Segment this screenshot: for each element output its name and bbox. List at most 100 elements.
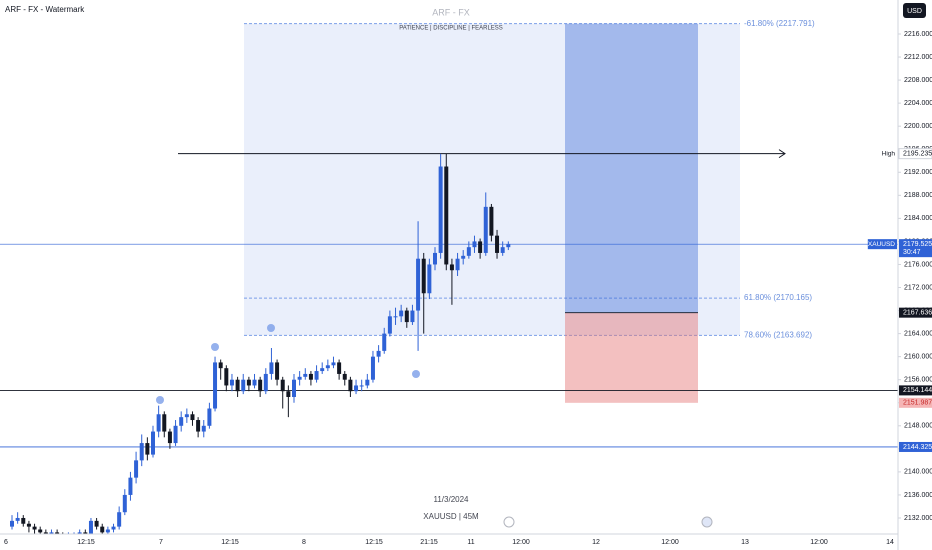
y-tick-label: 2204.000	[904, 100, 932, 107]
candle-body	[387, 316, 392, 334]
candle-body	[320, 368, 325, 372]
candle-body	[433, 252, 437, 265]
x-tick-label: 7	[159, 539, 163, 546]
candle-body	[489, 206, 494, 236]
stop-zone	[565, 312, 698, 403]
candle-body	[117, 512, 122, 527]
candle-body	[162, 414, 167, 432]
price-label: 2154.144	[903, 387, 932, 394]
event-icon[interactable]	[503, 516, 515, 528]
candle-body	[303, 373, 308, 377]
plot-area: -61.80% (2217.791) 61.80% (2170.165) 78.60…	[0, 19, 898, 534]
candle-body	[404, 310, 409, 323]
candle-body	[43, 532, 48, 534]
candle-body	[438, 166, 443, 253]
watermark: ARF - FX	[432, 7, 470, 17]
candle-body	[184, 414, 189, 418]
candle-body	[252, 379, 257, 386]
candle-body	[410, 310, 415, 323]
y-tick-label: 2208.000	[904, 77, 932, 84]
candle-body	[241, 379, 246, 392]
price-label-bg	[898, 148, 932, 160]
y-tick-label: 2164.000	[904, 330, 932, 337]
fib-label: -61.80% (2217.791)	[744, 19, 815, 28]
fib-zone	[244, 23, 740, 336]
candle-body	[190, 414, 195, 421]
candle-body	[359, 385, 364, 387]
motto: PATIENCE | DISCIPLINE | FEARLESS	[399, 26, 503, 32]
candle-body	[393, 316, 398, 318]
candle-body	[77, 532, 82, 534]
x-tick-label: 12	[592, 539, 600, 546]
candle-body	[275, 362, 280, 380]
x-tick-label: 14	[886, 539, 894, 546]
y-tick-label: 2176.000	[904, 261, 932, 268]
price-label-bg	[899, 307, 932, 318]
candle-body	[483, 206, 488, 253]
candle-body	[455, 258, 460, 271]
candle-body	[427, 264, 432, 294]
pivot-marker	[412, 370, 420, 378]
candle-body	[325, 365, 330, 369]
candle-body	[49, 532, 54, 534]
candle-body	[269, 362, 274, 374]
y-tick-label: 2188.000	[904, 192, 932, 199]
candle-body	[495, 235, 500, 253]
candle-body	[500, 247, 505, 253]
candle-body	[156, 414, 161, 432]
candle-body	[128, 477, 133, 495]
candle-body	[179, 417, 184, 426]
candle-body	[421, 258, 426, 294]
y-tick-label: 2156.000	[904, 377, 932, 384]
candle-body	[229, 379, 234, 386]
tag-bg	[867, 239, 897, 250]
candle-body	[83, 532, 88, 534]
date-label: 11/3/2024	[434, 495, 470, 504]
y-tick-label: 2140.000	[904, 469, 932, 476]
price-label-bg	[899, 441, 932, 452]
candle-body	[139, 443, 144, 461]
currency-label[interactable]: USD	[907, 8, 922, 15]
tag-bg	[876, 148, 897, 159]
candle-body	[263, 373, 268, 392]
price-label-bg	[899, 385, 932, 396]
candle-body	[145, 443, 150, 455]
y-tick-label: 2212.000	[904, 54, 932, 61]
candle-body	[461, 255, 466, 259]
candle-body	[207, 408, 212, 426]
x-tick-label: 6	[4, 539, 8, 546]
price-label: 2144.325	[903, 444, 932, 451]
countdown: 30:47	[903, 249, 921, 256]
candle-body	[342, 373, 347, 380]
price-tag: XAUUSD	[868, 241, 895, 248]
candle-body	[173, 425, 178, 444]
fib-label: 61.80% (2170.165)	[744, 293, 812, 302]
candle-body	[88, 520, 93, 534]
candle-body	[348, 379, 353, 392]
candle-body	[151, 431, 155, 455]
candle-body	[55, 532, 60, 534]
x-tick-label: 13	[741, 539, 749, 546]
candle-body	[354, 385, 359, 392]
candle-body	[337, 362, 342, 374]
candle-body	[196, 420, 201, 432]
candle-body	[26, 523, 31, 527]
candle-body	[246, 379, 251, 386]
candle-body	[10, 520, 14, 527]
candle-body	[122, 494, 127, 513]
pivot-marker	[267, 324, 275, 332]
y-tick-label: 2160.000	[904, 353, 932, 360]
candle-body	[449, 264, 454, 271]
candle-body	[235, 379, 240, 392]
candle-body	[382, 333, 387, 351]
currency-button[interactable]	[903, 3, 926, 18]
x-tick-label: 11	[467, 539, 474, 546]
candle-body	[15, 517, 20, 521]
event-icon[interactable]	[701, 516, 713, 528]
x-tick-label: 8	[302, 539, 306, 546]
price-tag: High	[882, 150, 896, 157]
candle-body	[38, 529, 43, 533]
candle-body	[416, 258, 421, 311]
price-label: 2179.525	[903, 241, 932, 248]
price-label: 2167.636	[903, 309, 932, 316]
